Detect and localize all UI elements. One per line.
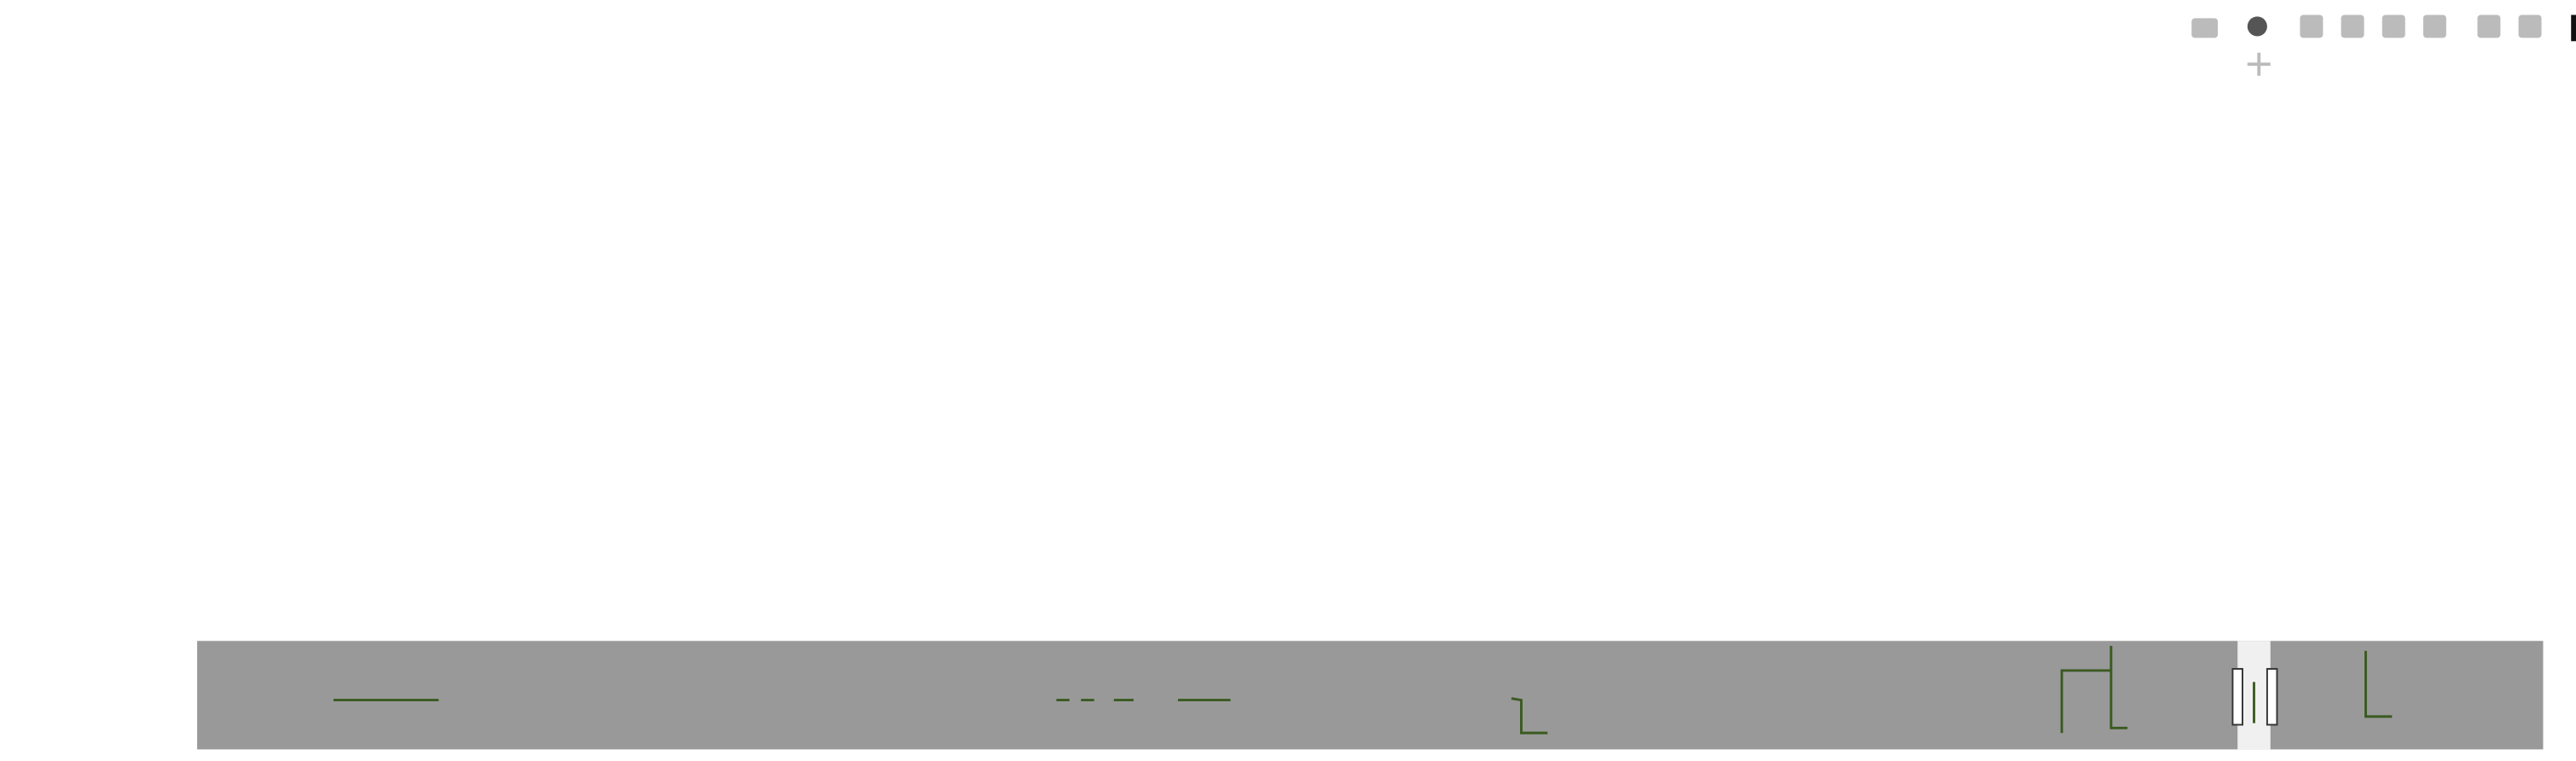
modebar[interactable] [2191, 15, 2542, 76]
range-slider[interactable] [197, 641, 2544, 750]
edge [2571, 15, 2576, 42]
